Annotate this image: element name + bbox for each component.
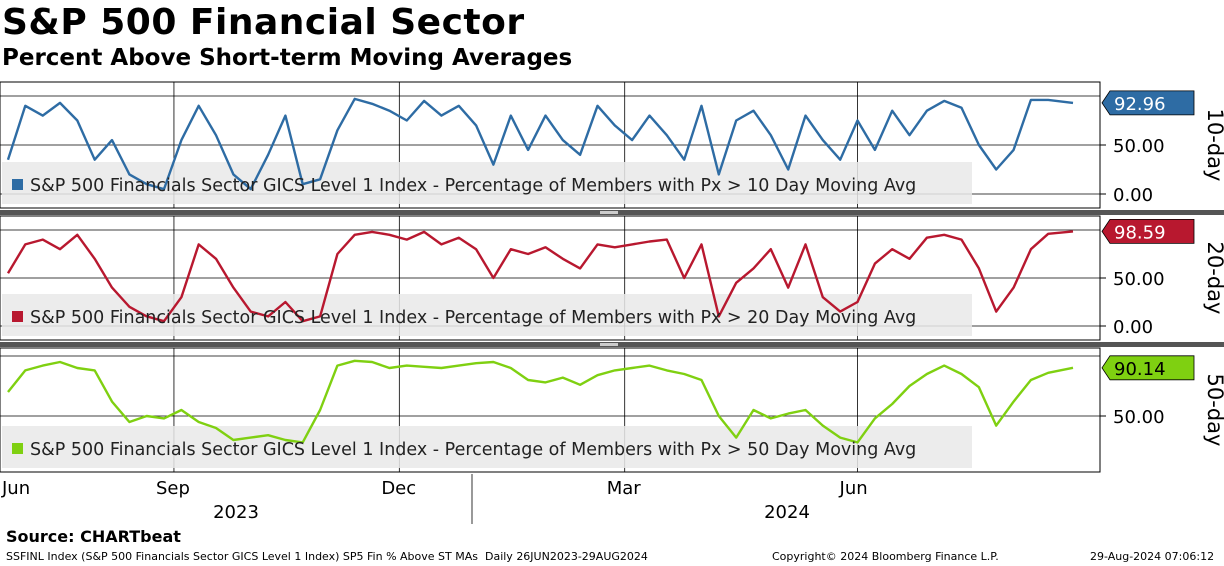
chart-subtitle: Percent Above Short-term Moving Averages	[2, 45, 573, 71]
y-tick-label: 50.00	[1113, 269, 1165, 290]
legend-swatch	[12, 179, 23, 190]
chart-title: S&P 500 Financial Sector	[2, 2, 525, 43]
legend-box	[2, 162, 972, 204]
separator-handle	[600, 343, 618, 346]
legend-box	[2, 426, 972, 468]
y-tick-label: 50.00	[1113, 136, 1165, 157]
x-year-label: 2024	[764, 502, 810, 523]
legend-swatch	[12, 443, 23, 454]
panel-label: 20-day	[1203, 242, 1224, 315]
panel-50-day: S&P 500 Financials Sector GICS Level 1 I…	[0, 347, 1224, 473]
last-value-label: 90.14	[1114, 359, 1166, 380]
panel-frame	[0, 347, 1101, 473]
legend-swatch	[12, 311, 23, 322]
last-value-tag	[1101, 355, 1195, 381]
x-tick-label: Sep	[156, 478, 190, 499]
last-value-label: 98.59	[1114, 222, 1166, 243]
series-line-50-day	[7, 359, 1074, 444]
y-tick-label: 50.00	[1113, 407, 1165, 428]
panel-20-day: S&P 500 Financials Sector GICS Level 1 I…	[0, 215, 1224, 341]
panel-10-day: S&P 500 Financials Sector GICS Level 1 I…	[0, 81, 1224, 209]
x-tick-label: Jun	[839, 478, 868, 499]
footer-timestamp: 29-Aug-2024 07:06:12	[1090, 550, 1215, 563]
last-value-tag	[1101, 90, 1195, 116]
x-year-label: 2023	[213, 502, 259, 523]
x-tick-label: Mar	[607, 478, 642, 499]
x-tick-label: Jun	[1, 478, 30, 499]
series-line-20-day	[6, 230, 1074, 323]
y-tick-label: 0.00	[1113, 317, 1153, 338]
legend-text: S&P 500 Financials Sector GICS Level 1 I…	[30, 308, 916, 328]
legend-text: S&P 500 Financials Sector GICS Level 1 I…	[30, 176, 916, 196]
legend-text: S&P 500 Financials Sector GICS Level 1 I…	[30, 440, 916, 460]
series-line-10-day	[6, 97, 1074, 191]
footer-copyright: Copyright© 2024 Bloomberg Finance L.P.	[772, 550, 999, 563]
footer-index-info: SSFINL Index (S&P 500 Financials Sector …	[6, 550, 648, 563]
separator-handle	[600, 211, 618, 214]
x-tick-label: Dec	[381, 478, 416, 499]
source-label: Source: CHARTbeat	[6, 527, 181, 546]
last-value-tag	[1101, 218, 1195, 244]
panel-label: 10-day	[1203, 109, 1224, 182]
legend-box	[2, 294, 972, 336]
last-value-label: 92.96	[1114, 94, 1166, 115]
y-tick-label: 0.00	[1113, 185, 1153, 206]
panel-label: 50-day	[1203, 374, 1224, 447]
